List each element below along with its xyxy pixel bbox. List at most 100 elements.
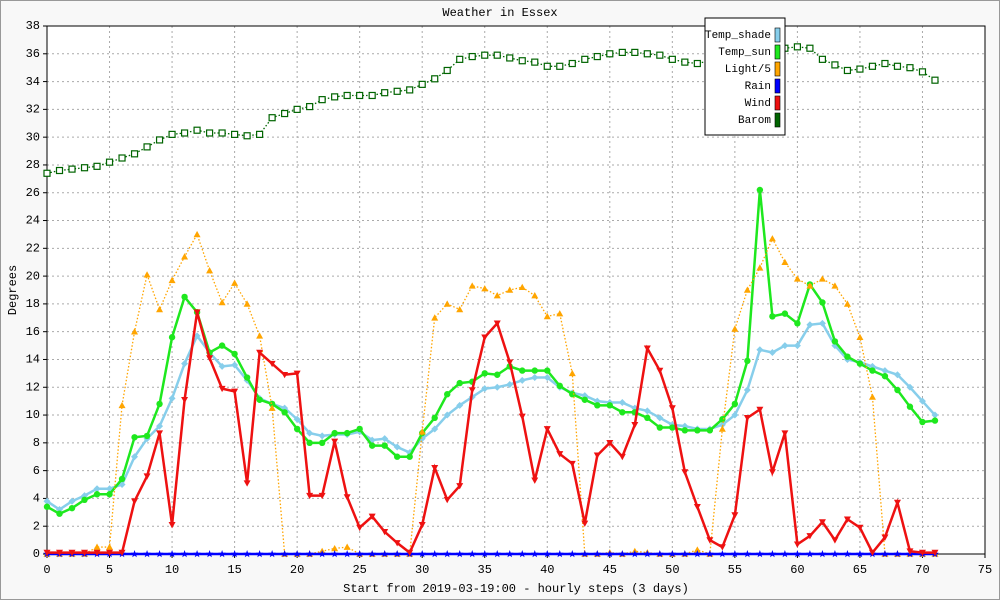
marker	[718, 421, 726, 429]
marker	[281, 409, 288, 416]
marker	[793, 342, 801, 350]
marker	[844, 353, 851, 360]
legend-swatch	[774, 61, 781, 77]
marker	[706, 550, 714, 558]
marker	[781, 550, 789, 558]
legend-swatch	[774, 78, 781, 94]
marker	[143, 550, 151, 558]
marker	[443, 411, 451, 419]
marker	[343, 91, 351, 100]
marker	[706, 427, 714, 434]
marker	[106, 543, 114, 550]
marker	[656, 414, 664, 422]
marker	[831, 550, 839, 558]
marker	[181, 360, 189, 368]
marker	[368, 91, 376, 100]
marker	[368, 550, 376, 558]
marker	[131, 328, 139, 335]
marker	[556, 310, 564, 317]
marker	[168, 394, 176, 402]
marker	[919, 418, 926, 426]
marker	[818, 275, 826, 282]
y-tick-label: 12	[26, 380, 40, 394]
marker	[68, 504, 76, 512]
marker	[506, 380, 514, 388]
marker	[506, 359, 514, 366]
marker	[631, 550, 639, 558]
x-tick-label: 75	[978, 563, 992, 577]
marker	[331, 93, 339, 101]
marker	[43, 503, 51, 510]
x-tick-label: 40	[540, 563, 554, 577]
marker	[431, 425, 439, 433]
marker	[718, 544, 726, 551]
x-tick-label: 35	[478, 563, 492, 577]
x-tick-label: 55	[728, 563, 742, 577]
marker	[694, 427, 701, 434]
marker	[256, 349, 264, 357]
marker	[819, 299, 826, 306]
marker	[231, 130, 239, 138]
marker	[531, 477, 539, 484]
marker	[231, 350, 238, 358]
marker	[518, 413, 526, 420]
marker	[393, 540, 401, 547]
marker	[656, 424, 664, 431]
marker	[480, 550, 489, 558]
marker	[343, 429, 351, 437]
marker	[581, 55, 589, 63]
marker	[118, 475, 126, 483]
marker	[843, 516, 851, 523]
chart-title: Weather in Essex	[442, 6, 557, 20]
marker	[581, 396, 588, 403]
x-axis-label: Start from 2019-03-19:00 - hourly steps …	[343, 582, 689, 596]
marker	[218, 550, 226, 558]
marker	[406, 453, 413, 460]
marker	[693, 546, 701, 553]
marker	[143, 271, 151, 278]
marker	[268, 114, 276, 122]
marker	[256, 396, 263, 403]
marker	[593, 452, 601, 459]
marker	[431, 314, 439, 321]
marker	[518, 283, 526, 291]
marker	[118, 154, 126, 162]
marker	[330, 550, 339, 558]
marker	[931, 411, 939, 419]
marker	[580, 550, 589, 558]
marker	[868, 393, 876, 400]
marker	[781, 310, 789, 317]
marker	[881, 367, 889, 375]
marker	[793, 43, 802, 51]
y-tick-label: 30	[26, 130, 40, 144]
marker	[118, 549, 126, 557]
marker	[393, 443, 401, 451]
marker	[906, 64, 914, 72]
marker	[393, 453, 401, 460]
marker	[143, 432, 151, 440]
marker	[206, 267, 214, 274]
marker	[256, 332, 264, 339]
marker	[381, 435, 389, 443]
marker	[543, 312, 551, 320]
y-tick-label: 24	[26, 214, 40, 228]
marker	[669, 424, 676, 431]
marker	[543, 426, 551, 433]
marker	[931, 549, 939, 557]
marker	[80, 164, 89, 172]
marker	[206, 355, 214, 362]
marker	[743, 386, 751, 394]
marker	[743, 550, 752, 558]
marker	[893, 550, 902, 558]
marker	[131, 453, 139, 461]
marker	[806, 44, 814, 52]
marker	[168, 522, 176, 529]
marker	[255, 550, 264, 558]
marker	[168, 550, 176, 558]
marker	[68, 165, 76, 173]
marker	[693, 550, 702, 558]
marker	[306, 439, 313, 447]
marker	[481, 334, 489, 341]
marker	[131, 498, 139, 505]
x-tick-label: 70	[915, 563, 929, 577]
